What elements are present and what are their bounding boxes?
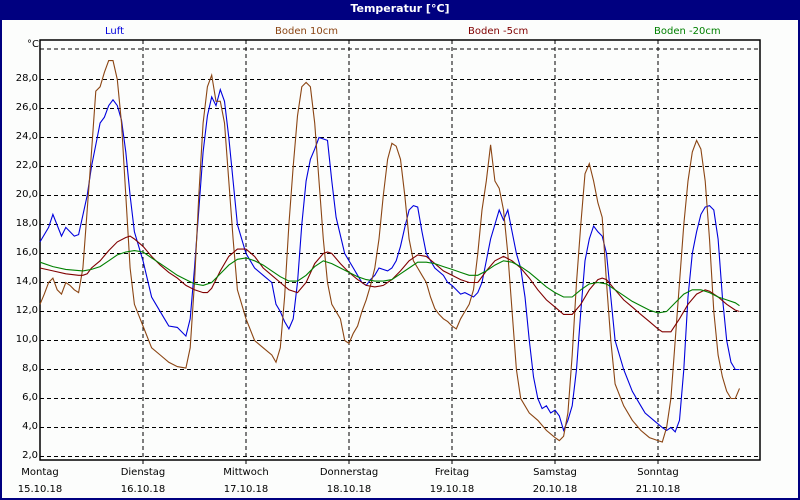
y-tick-label: 26,0	[15, 101, 38, 113]
y-tick-label: 18,0	[15, 217, 38, 229]
x-tick-day: Sonntag	[637, 467, 679, 478]
y-tick-label: 22,0	[15, 159, 38, 171]
series-line-luft	[39, 87, 740, 433]
window-title: Temperatur [°C]	[350, 2, 450, 15]
y-tick-label: 16,0	[15, 246, 38, 258]
y-tick-label: 14,0	[15, 275, 38, 287]
y-tick-label: 4,0	[22, 420, 38, 432]
legend-boden-minus-5cm: Boden -5cm	[468, 26, 529, 37]
x-tick-date: 20.10.18	[532, 484, 578, 495]
y-tick-label: 10,0	[15, 333, 38, 345]
x-tick-day: Mittwoch	[223, 467, 269, 478]
x-tick-day: Dienstag	[120, 467, 166, 478]
x-tick-date: 18.10.18	[326, 484, 372, 495]
series-line-boden-10cm	[39, 60, 741, 443]
y-tick-label: 2,0	[22, 449, 38, 461]
y-tick-label: 24,0	[15, 130, 38, 142]
y-tick-label: 28,0	[15, 72, 38, 84]
x-tick-date: 19.10.18	[429, 484, 475, 495]
plot-area	[39, 39, 761, 464]
x-tick-date: 21.10.18	[635, 484, 681, 495]
plot-frame	[39, 39, 761, 461]
y-tick-label: 20,0	[15, 188, 38, 200]
legend-luft: Luft	[105, 26, 124, 37]
legend-boden-minus-20cm: Boden -20cm	[654, 26, 721, 37]
x-tick-day: Freitag	[434, 467, 470, 478]
x-tick-date: 17.10.18	[223, 484, 269, 495]
x-tick-day: Montag	[21, 467, 59, 478]
series-line-boden-5cm	[39, 235, 740, 333]
y-tick-label: 8,0	[22, 362, 38, 374]
x-tick-date: 16.10.18	[120, 484, 166, 495]
x-tick-day: Donnerstag	[319, 467, 379, 478]
x-tick-day: Samstag	[533, 467, 577, 478]
x-tick-date: 15.10.18	[17, 484, 63, 495]
y-tick-label: 12,0	[15, 304, 38, 316]
series-line-boden-20cm	[39, 250, 740, 314]
y-tick-label: 6,0	[22, 391, 38, 403]
y-axis-unit: °C	[27, 39, 39, 50]
chart-canvas: Luft Boden 10cm Boden -5cm Boden -20cm °…	[2, 20, 798, 498]
legend-boden-10cm: Boden 10cm	[275, 26, 338, 37]
